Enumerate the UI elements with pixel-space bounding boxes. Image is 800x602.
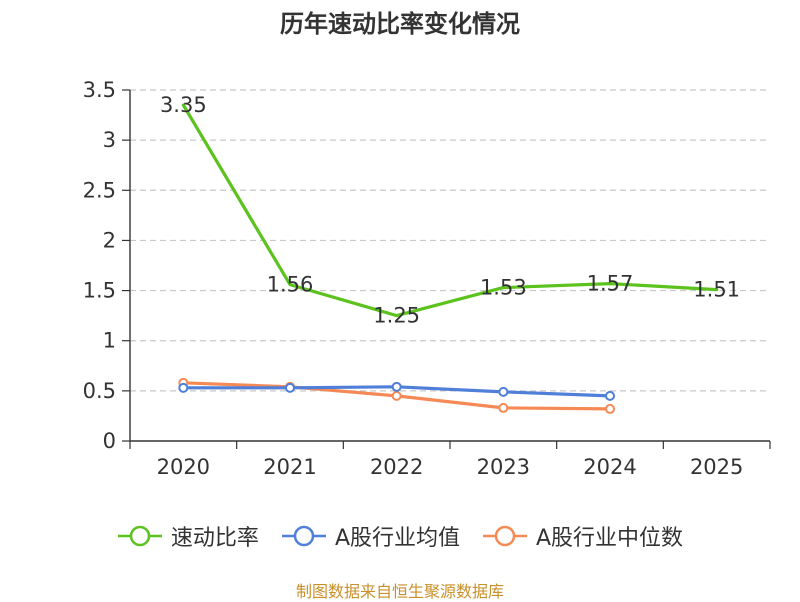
data-point[interactable] — [605, 403, 615, 414]
legend-marker-icon — [117, 525, 162, 547]
x-tick-label: 2023 — [477, 455, 530, 479]
chart-title: 历年速动比率变化情况 — [280, 10, 520, 38]
data-point[interactable] — [391, 390, 402, 401]
legend-item-industry-median[interactable]: A股行业中位数 — [482, 520, 683, 552]
legend-label: A股行业均值 — [334, 526, 460, 551]
data-label: 3.35 — [160, 93, 207, 117]
data-label: 1.53 — [480, 276, 527, 300]
legend-marker-icon — [281, 525, 326, 547]
data-point[interactable] — [605, 390, 615, 401]
y-tick-label: 2.5 — [83, 178, 116, 202]
data-point[interactable] — [498, 386, 509, 397]
data-point[interactable] — [285, 382, 295, 393]
x-tick-label: 2021 — [263, 455, 316, 479]
x-tick-label: 2020 — [157, 455, 210, 479]
x-tick-label: 2024 — [583, 455, 636, 479]
y-tick-label: 3 — [103, 128, 116, 152]
data-source-note: 制图数据来自恒生聚源数据库 — [295, 582, 504, 601]
legend-label: 速动比率 — [170, 526, 259, 551]
series-line-0 — [181, 103, 719, 318]
data-label: 1.57 — [587, 272, 634, 296]
data-point[interactable] — [498, 402, 509, 413]
y-tick-label: 0.5 — [83, 379, 116, 403]
data-label: 1.51 — [693, 278, 740, 302]
data-point[interactable] — [178, 382, 189, 393]
data-point[interactable] — [391, 381, 402, 392]
x-tick-label: 2022 — [370, 455, 423, 479]
legend: 速动比率 A股行业均值 A股行业中位数 — [0, 520, 800, 552]
x-tick-label: 2025 — [690, 455, 743, 479]
y-tick-label: 0 — [103, 429, 116, 453]
y-tick-label: 2 — [103, 228, 116, 252]
data-label: 1.25 — [373, 304, 420, 328]
legend-marker-icon — [483, 525, 527, 547]
y-tick-label: 1 — [103, 329, 116, 353]
y-tick-label: 3.5 — [83, 78, 116, 102]
legend-item-industry-average[interactable]: A股行业均值 — [281, 520, 460, 552]
data-label: 1.56 — [267, 273, 314, 297]
legend-label: A股行业中位数 — [536, 526, 684, 551]
legend-item-speed-ratio[interactable]: 速动比率 — [117, 520, 259, 552]
y-tick-label: 1.5 — [83, 279, 116, 303]
